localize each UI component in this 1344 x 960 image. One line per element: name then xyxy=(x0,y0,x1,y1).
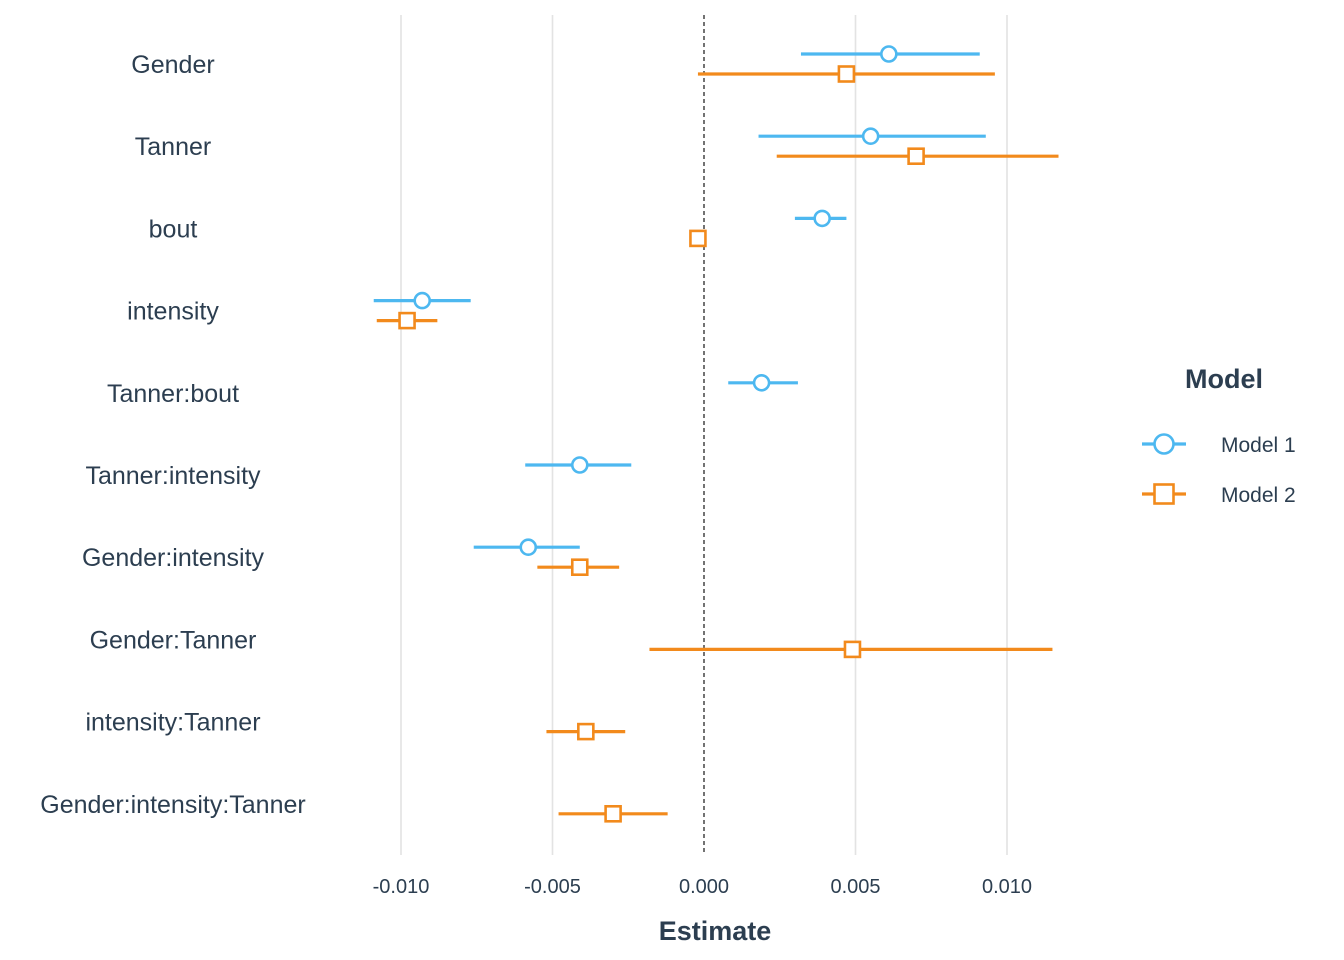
legend-item: Model 2 xyxy=(1142,483,1296,507)
x-tick-label: -0.005 xyxy=(524,876,581,898)
term-labels: Gender Tanner bout intensity Tanner:bout Tann… xyxy=(40,51,305,819)
x-tick-label: 0.005 xyxy=(830,876,880,898)
term-label: Gender:intensity:Tanner xyxy=(40,791,305,819)
term-label: Gender:Tanner xyxy=(90,626,257,654)
estimate-point xyxy=(843,640,862,659)
term-label: bout xyxy=(149,215,198,243)
estimate-point xyxy=(604,804,622,823)
legend-key-circle xyxy=(1153,433,1175,455)
estimate-point xyxy=(570,558,589,577)
x-tick-label: -0.010 xyxy=(373,876,430,898)
term-label: Tanner:bout xyxy=(107,380,239,408)
estimate-point xyxy=(577,722,595,741)
series-model-1 xyxy=(373,45,986,557)
term-label: Tanner xyxy=(135,133,211,161)
legend-title: Model xyxy=(1185,364,1263,394)
series-marks xyxy=(373,45,1059,823)
estimate-point xyxy=(880,45,898,63)
estimate-point xyxy=(907,147,925,165)
term-label: intensity xyxy=(127,298,219,326)
estimate-point xyxy=(398,311,416,330)
estimate-point xyxy=(837,65,856,83)
estimate-point xyxy=(689,229,707,248)
term-label: Gender:intensity xyxy=(82,544,265,572)
legend: Model Model 1 Model 2 xyxy=(1142,364,1296,507)
x-axis-title: Estimate xyxy=(659,916,772,946)
estimate-point xyxy=(570,456,589,474)
legend-item: Model 1 xyxy=(1142,433,1296,457)
estimate-point xyxy=(813,209,831,228)
estimate-point xyxy=(752,373,771,392)
x-tick-label: 0.000 xyxy=(679,876,729,898)
term-label: intensity:Tanner xyxy=(85,709,260,737)
estimate-point xyxy=(413,291,432,310)
legend-key-square xyxy=(1153,483,1175,505)
term-label: Gender xyxy=(131,51,214,79)
estimate-point xyxy=(861,127,880,145)
legend-label: Model 2 xyxy=(1221,484,1296,507)
series-model-2 xyxy=(376,65,1059,823)
estimate-point xyxy=(519,538,538,557)
legend-label: Model 1 xyxy=(1221,434,1296,457)
x-tick-label: 0.010 xyxy=(982,876,1032,898)
x-axis-ticks: -0.010 -0.005 0.000 0.005 0.010 xyxy=(373,876,1032,898)
term-label: Tanner:intensity xyxy=(85,462,261,490)
